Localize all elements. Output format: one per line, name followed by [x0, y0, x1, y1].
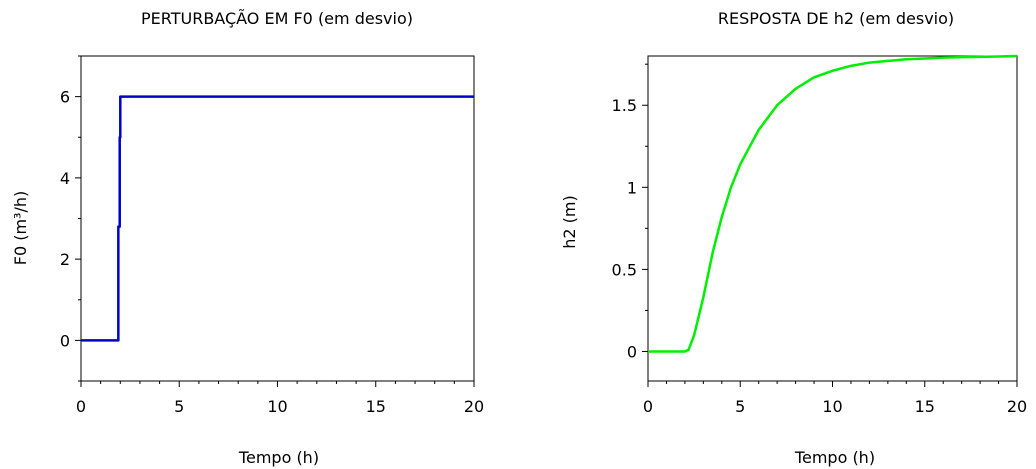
x-tick-label: 15: [915, 397, 935, 416]
x-tick-label: 0: [76, 397, 86, 416]
y-tick-label: 0.5: [612, 260, 637, 279]
y-axis-label: h2 (m): [560, 195, 579, 248]
x-tick-label: 10: [822, 397, 842, 416]
chart-f0-disturbance: PERTURBAÇÃO EM F0 (em desvio) 0 5 10 15 20 0…: [11, 9, 484, 467]
plot-frame: [647, 55, 1018, 382]
y-axis: 0 0.5 1 1.5: [612, 63, 648, 361]
x-tick-label: 5: [174, 397, 184, 416]
x-axis-label: Tempo (h): [238, 448, 319, 467]
series-group: [81, 95, 474, 342]
chart-title: RESPOSTA DE h2 (em desvio): [718, 9, 954, 28]
x-axis-label: Tempo (h): [794, 448, 875, 467]
y-tick-label: 2: [60, 250, 70, 269]
y-tick-label: 1: [627, 178, 637, 197]
y-tick-label: 6: [60, 88, 70, 107]
x-tick-label: 20: [1007, 397, 1027, 416]
y-tick-label: 0: [60, 331, 70, 350]
plot-frame: [80, 55, 475, 382]
x-tick-label: 0: [643, 397, 653, 416]
y-axis: 0 2 4 6: [60, 55, 81, 382]
series-group: [648, 54, 1018, 353]
x-axis: 0 5 10 15 20: [643, 381, 1027, 416]
x-tick-label: 15: [366, 397, 386, 416]
x-tick-label: 20: [464, 397, 484, 416]
series-line: [81, 95, 474, 342]
y-tick-label: 4: [60, 169, 70, 188]
y-axis-label: F0 (m³/h): [11, 191, 30, 265]
series-line: [648, 54, 1018, 353]
chart-h2-response: RESPOSTA DE h2 (em desvio) 0 5 10 15 20 0 0.5…: [560, 9, 1027, 467]
x-tick-label: 5: [735, 397, 745, 416]
x-tick-label: 10: [267, 397, 287, 416]
y-tick-label: 1.5: [612, 96, 637, 115]
x-axis: 0 5 10 15 20: [76, 381, 484, 416]
y-tick-label: 0: [627, 342, 637, 361]
chart-title: PERTURBAÇÃO EM F0 (em desvio): [141, 9, 413, 28]
